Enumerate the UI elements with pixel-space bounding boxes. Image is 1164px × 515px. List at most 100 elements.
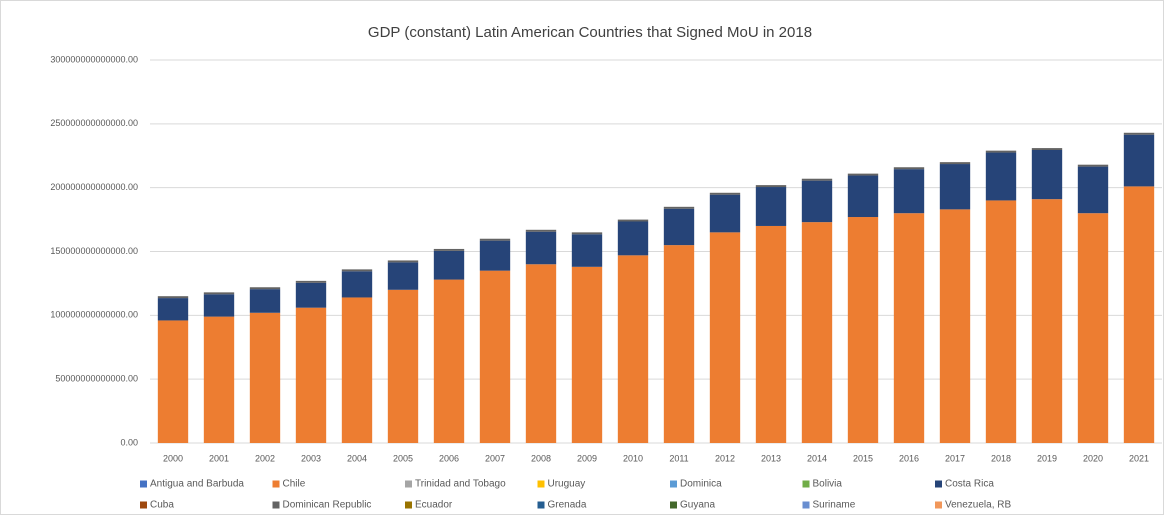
legend-swatch: [935, 480, 942, 488]
legend-swatch: [802, 501, 810, 509]
bar-segment: [525, 229, 557, 232]
y-tick-label: 0.00: [120, 437, 138, 447]
bar-segment: [433, 279, 465, 443]
legend-label: Suriname: [813, 500, 856, 511]
bar-segment: [295, 307, 327, 443]
bar-segment: [479, 240, 511, 271]
bar-segment: [755, 187, 787, 226]
legend-label: Antigua and Barbuda: [150, 479, 244, 490]
legend-label: Grenada: [548, 500, 587, 511]
bar-segment: [157, 320, 189, 443]
bar-segment: [479, 238, 511, 241]
x-tick-label: 2007: [485, 453, 505, 463]
x-tick-label: 2020: [1083, 453, 1103, 463]
y-tick-label: 250000000000000.00: [50, 118, 138, 128]
bar-segment: [939, 209, 971, 443]
bar-segment: [295, 280, 327, 283]
legend-swatch: [405, 480, 412, 488]
legend-swatch: [670, 480, 677, 488]
bar-segment: [755, 225, 787, 443]
bar-segment: [617, 221, 649, 256]
bar-segment: [801, 180, 833, 223]
legend-swatch: [140, 501, 147, 509]
bar-segment: [939, 162, 971, 165]
legend-label: Bolivia: [813, 479, 843, 490]
x-tick-label: 2015: [853, 453, 873, 463]
bar-segment: [663, 208, 695, 246]
bar-segment: [1123, 132, 1155, 135]
bar-segment: [249, 312, 281, 443]
x-tick-label: 2000: [163, 453, 183, 463]
bar-segment: [1031, 150, 1063, 200]
bar-segment: [663, 206, 695, 209]
legend-swatch: [140, 480, 147, 488]
bar-segment: [985, 152, 1017, 201]
bar-segment: [985, 150, 1017, 153]
legend-label: Ecuador: [415, 500, 453, 511]
bar-segment: [617, 255, 649, 443]
bar-segment: [433, 248, 465, 251]
x-tick-label: 2002: [255, 453, 275, 463]
bar-segment: [709, 194, 741, 233]
x-tick-label: 2004: [347, 453, 367, 463]
bar-segment: [525, 264, 557, 443]
legend-swatch: [935, 501, 942, 509]
bar-segment: [341, 271, 373, 298]
legend-swatch: [537, 501, 545, 509]
bar-segment: [847, 173, 879, 176]
legend-label: Chile: [283, 479, 306, 490]
legend-label: Uruguay: [548, 479, 586, 490]
x-tick-label: 2016: [899, 453, 919, 463]
x-tick-label: 2005: [393, 453, 413, 463]
bar-segment: [847, 217, 879, 443]
bar-segment: [617, 219, 649, 222]
bar-segment: [893, 169, 925, 214]
x-tick-label: 2001: [209, 453, 229, 463]
legend-label: Costa Rica: [945, 479, 994, 490]
legend-label: Dominican Republic: [283, 500, 372, 511]
bar-segment: [663, 245, 695, 443]
bar-segment: [801, 178, 833, 181]
bar-segment: [525, 231, 557, 265]
legend-swatch: [537, 480, 545, 488]
bar-segment: [755, 185, 787, 188]
bar-segment: [157, 298, 189, 321]
bar-segment: [295, 282, 327, 308]
bar-segment: [847, 175, 879, 218]
y-tick-label: 150000000000000.00: [50, 246, 138, 256]
bar-segment: [387, 262, 419, 290]
bar-segment: [203, 316, 235, 443]
bar-segment: [801, 222, 833, 443]
legend-label: Trinidad and Tobago: [415, 479, 506, 490]
bar-segment: [249, 289, 281, 313]
legend-swatch: [802, 480, 810, 488]
legend-label: Guyana: [680, 500, 715, 511]
bar-segment: [387, 260, 419, 263]
x-tick-label: 2021: [1129, 453, 1149, 463]
x-tick-label: 2019: [1037, 453, 1057, 463]
bar-segment: [1077, 213, 1109, 443]
bar-segment: [1031, 148, 1063, 151]
x-tick-label: 2006: [439, 453, 459, 463]
bar-segment: [249, 287, 281, 290]
y-tick-label: 300000000000000.00: [50, 54, 138, 64]
bar-segment: [341, 297, 373, 443]
x-tick-label: 2014: [807, 453, 827, 463]
y-tick-label: 100000000000000.00: [50, 310, 138, 320]
bar-segment: [939, 164, 971, 210]
bar-segment: [709, 192, 741, 195]
x-tick-label: 2013: [761, 453, 781, 463]
bar-segment: [1077, 166, 1109, 214]
x-tick-label: 2017: [945, 453, 965, 463]
bar-segment: [341, 269, 373, 272]
bar-segment: [203, 294, 235, 317]
bar-segment: [571, 266, 603, 443]
bar-segment: [479, 270, 511, 443]
bar-segment: [157, 296, 189, 299]
x-tick-label: 2009: [577, 453, 597, 463]
bar-segment: [433, 250, 465, 280]
legend-swatch: [670, 501, 677, 509]
legend-swatch: [272, 501, 280, 509]
bar-segment: [1077, 164, 1109, 167]
